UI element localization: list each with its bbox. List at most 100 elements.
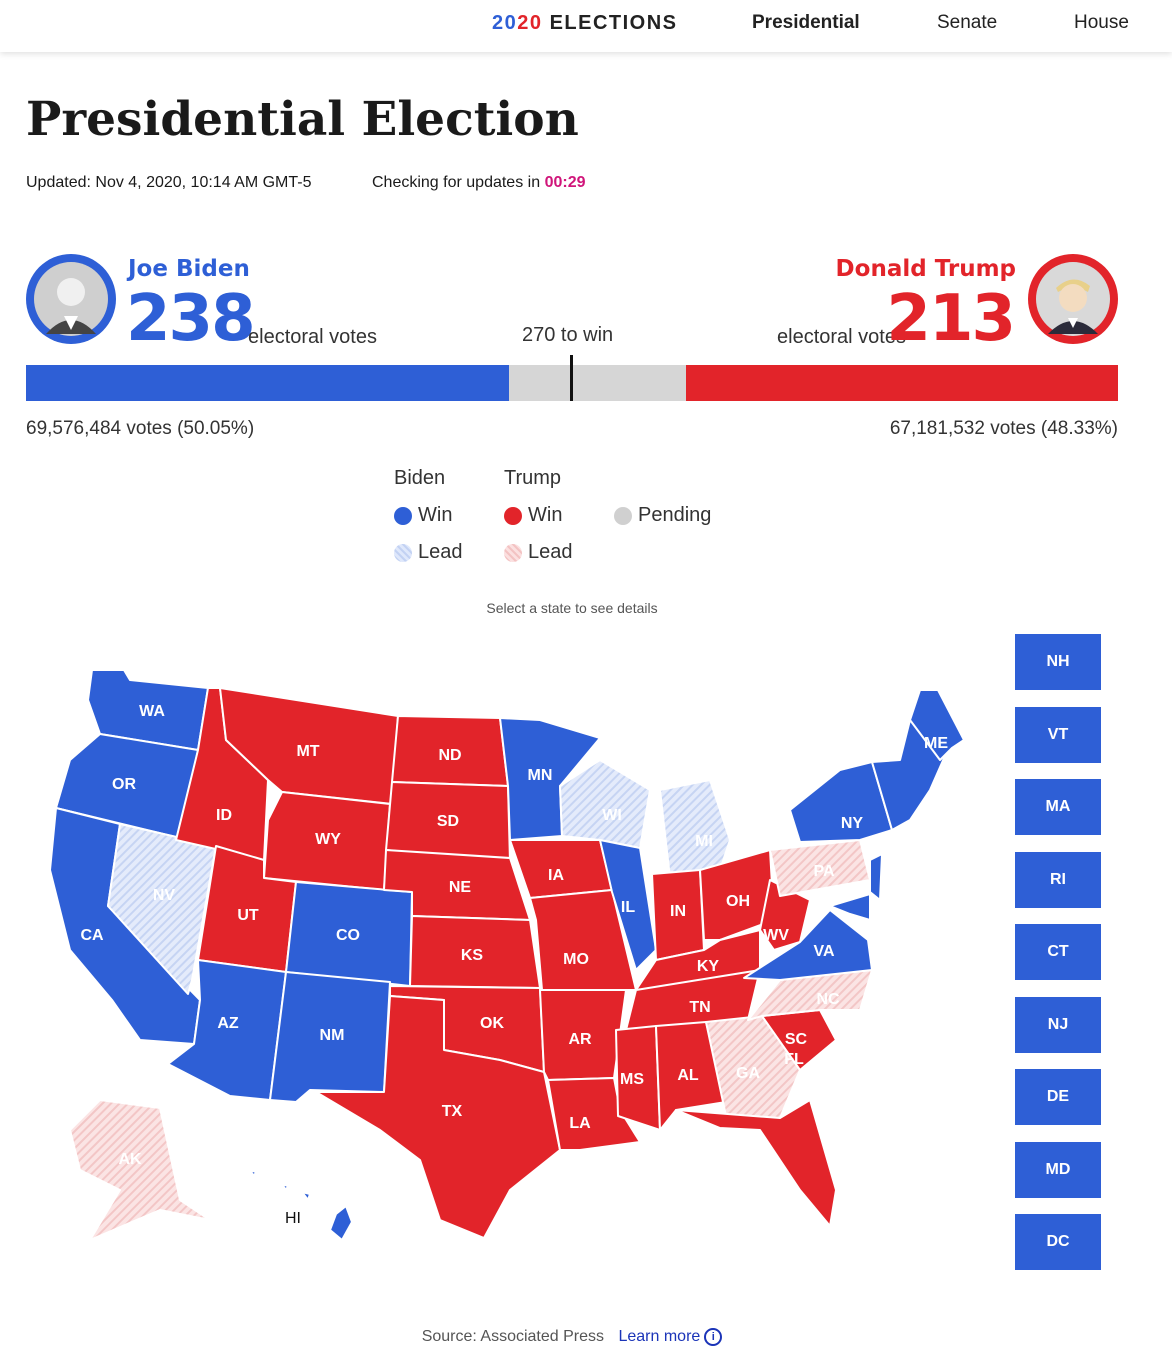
- state-label-co: CO: [336, 927, 360, 944]
- nav-house[interactable]: House: [1074, 12, 1129, 33]
- legend-trump-header: Trump: [504, 467, 562, 489]
- trump-popular-vote: 67,181,532 votes (48.33%): [889, 418, 1118, 439]
- state-label-wy: WY: [315, 831, 341, 848]
- legend-trump-lead: Lead: [504, 541, 573, 564]
- state-label-ky: KY: [697, 958, 720, 975]
- state-label-oh: OH: [726, 893, 750, 910]
- state-mi[interactable]: [659, 779, 731, 879]
- state-label-ia: IA: [548, 867, 564, 884]
- countdown-timer: 00:29: [544, 174, 586, 191]
- state-button-nj[interactable]: NJ: [1015, 996, 1101, 1053]
- nav-senate[interactable]: Senate: [937, 12, 998, 33]
- page-title: Presidential Election: [26, 92, 579, 147]
- nav-presidential[interactable]: Presidential: [752, 12, 860, 33]
- state-label-wi: WI: [602, 807, 622, 824]
- biden-bar-fill: [26, 365, 510, 401]
- state-wv[interactable]: [759, 879, 811, 951]
- hatched-red-dot-icon: [504, 543, 522, 562]
- state-me[interactable]: [909, 689, 965, 761]
- us-election-map: WA OR CA NV ID MT WY UT CO AZ NM ND SD NE KS OK TX MN IA MO…: [49, 669, 965, 1241]
- updated-timestamp: Updated: Nov 4, 2020, 10:14 AM GMT-5: [26, 174, 312, 191]
- footer: Source: Associated Press Learn more i: [0, 1328, 1144, 1346]
- legend-biden-header: Biden: [394, 467, 446, 489]
- legend-label: Lead: [528, 541, 573, 563]
- biden-name: Joe Biden: [128, 256, 250, 282]
- state-md[interactable]: [829, 893, 871, 921]
- state-hi-islands[interactable]: [249, 1169, 311, 1201]
- biden-popular-vote: 69,576,484 votes (50.05%): [26, 418, 255, 439]
- state-hi[interactable]: [329, 1205, 353, 1241]
- state-label-or: OR: [112, 776, 136, 793]
- state-button-dc[interactable]: DC: [1015, 1214, 1101, 1270]
- state-label-il: IL: [621, 899, 635, 916]
- brand-text: ELECTIONS: [549, 12, 678, 34]
- legend-biden-win: Win: [394, 504, 452, 527]
- state-fl[interactable]: [675, 1099, 837, 1227]
- brand-year-part: 20: [517, 12, 543, 34]
- trump-name: Donald Trump: [835, 256, 1016, 282]
- to-win-marker: [570, 355, 573, 401]
- biden-ev-label: electoral votes: [248, 326, 377, 348]
- state-il[interactable]: [599, 839, 657, 971]
- state-label-nv: NV: [153, 887, 176, 904]
- state-nm[interactable]: [269, 971, 391, 1103]
- state-al[interactable]: [655, 1021, 727, 1131]
- state-wi[interactable]: [559, 759, 651, 849]
- trump-avatar: [1028, 254, 1118, 344]
- state-oh[interactable]: [699, 849, 775, 941]
- map-hint: Select a state to see details: [486, 600, 658, 616]
- legend-biden-lead: Lead: [394, 541, 463, 564]
- legend-label: Win: [418, 504, 453, 526]
- state-label-ny: NY: [841, 815, 864, 832]
- state-button-nh[interactable]: NH: [1015, 634, 1101, 690]
- state-label-wv: WV: [763, 927, 789, 944]
- brand-year-part: 20: [492, 12, 518, 34]
- state-label-mt: MT: [296, 743, 319, 760]
- state-label-va: VA: [813, 943, 834, 960]
- learn-more-label: Learn more: [618, 1328, 701, 1346]
- elections-brand[interactable]: 2020 ELECTIONS: [492, 12, 678, 35]
- state-button-ma[interactable]: MA: [1015, 779, 1101, 835]
- to-win-label: 270 to win: [522, 324, 614, 346]
- hatched-blue-dot-icon: [394, 543, 412, 562]
- source-text: Source: Associated Press: [421, 1328, 605, 1346]
- legend-pending: Pending: [614, 504, 711, 527]
- state-label-me: ME: [924, 735, 948, 752]
- state-label-nd: ND: [438, 747, 461, 764]
- update-countdown: Checking for updates in 00:29: [372, 174, 585, 192]
- state-label-mi: MI: [695, 833, 713, 850]
- state-button-md[interactable]: MD: [1015, 1141, 1101, 1198]
- legend-label: Win: [528, 504, 563, 526]
- state-label-az: AZ: [217, 1015, 239, 1032]
- state-label-ar: AR: [568, 1031, 592, 1048]
- trump-ev-label: electoral votes: [777, 326, 906, 348]
- state-button-ri[interactable]: RI: [1015, 851, 1101, 908]
- legend-label: Pending: [638, 504, 712, 526]
- state-label-mn: MN: [528, 767, 553, 784]
- state-label-tx: TX: [442, 1103, 463, 1120]
- state-label-ak: AK: [118, 1151, 142, 1168]
- state-label-wa: WA: [139, 703, 165, 720]
- state-label-ut: UT: [237, 907, 259, 924]
- info-icon: i: [704, 1328, 723, 1346]
- state-button-de[interactable]: DE: [1015, 1069, 1101, 1125]
- state-nj[interactable]: [869, 853, 883, 901]
- state-label-ms: MS: [620, 1071, 644, 1088]
- top-nav: 2020 ELECTIONS Presidential Senate House: [0, 0, 1172, 52]
- state-button-ct[interactable]: CT: [1015, 924, 1101, 980]
- state-label-mo: MO: [563, 951, 589, 968]
- state-label-tn: TN: [689, 999, 710, 1016]
- state-label-ok: OK: [480, 1015, 504, 1032]
- state-label-al: AL: [677, 1067, 699, 1084]
- state-label-sd: SD: [437, 813, 459, 830]
- state-va[interactable]: [743, 909, 873, 981]
- state-button-vt[interactable]: VT: [1015, 706, 1101, 763]
- legend-label: Lead: [418, 541, 463, 563]
- state-ak[interactable]: [69, 1099, 211, 1241]
- legend-trump-win: Win: [504, 504, 562, 527]
- state-label-nm: NM: [320, 1027, 345, 1044]
- red-dot-icon: [504, 506, 522, 525]
- electoral-vote-bar: [26, 355, 1118, 401]
- state-tx[interactable]: [315, 995, 561, 1239]
- learn-more-link[interactable]: Learn more i: [618, 1328, 723, 1346]
